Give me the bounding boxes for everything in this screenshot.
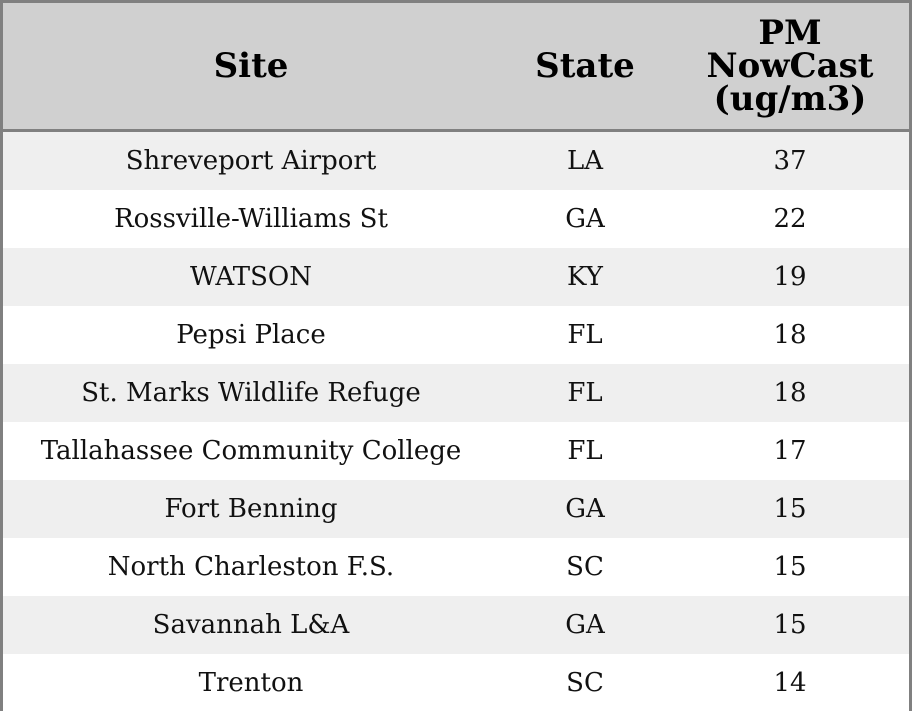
site-cell: Trenton [198, 668, 304, 698]
pm-nowcast-cell: 17 [773, 436, 807, 466]
table-row: Tallahassee Community College FL 17 [3, 422, 909, 480]
state-cell: KY [567, 262, 603, 292]
state-cell: SC [566, 552, 604, 582]
site-cell: Savannah L&A [152, 610, 350, 640]
table-row: St. Marks Wildlife Refuge FL 18 [3, 364, 909, 422]
pm-nowcast-cell: 18 [773, 378, 807, 408]
column-header-pm-nowcast: PM NowCast (ug/m3) [706, 12, 874, 119]
pm-nowcast-cell: 18 [773, 320, 807, 350]
column-header-site: Site [213, 45, 289, 86]
site-cell: WATSON [189, 262, 312, 292]
table-header: Site State PM NowCast (ug/m3) [3, 3, 909, 132]
table-body: Shreveport Airport LA 37 Rossville-Williams… [3, 132, 909, 712]
site-cell: Fort Benning [164, 494, 338, 524]
site-cell: Tallahassee Community College [40, 436, 462, 466]
table-row: Pepsi Place FL 18 [3, 306, 909, 364]
table-row: North Charleston F.S. SC 15 [3, 538, 909, 596]
site-cell: Rossville-Williams St [114, 204, 388, 234]
pm-nowcast-cell: 14 [773, 668, 807, 698]
pm-nowcast-cell: 19 [773, 262, 807, 292]
table-row: WATSON KY 19 [3, 248, 909, 306]
table-row: Fort Benning GA 15 [3, 480, 909, 538]
site-cell: North Charleston F.S. [107, 552, 395, 582]
column-header-state: State [535, 45, 635, 86]
pm-nowcast-cell: 15 [773, 494, 807, 524]
site-cell: Pepsi Place [176, 320, 326, 350]
site-cell: St. Marks Wildlife Refuge [81, 378, 421, 408]
site-cell: Shreveport Airport [125, 146, 377, 176]
state-cell: GA [565, 610, 605, 640]
pm-nowcast-cell: 15 [773, 610, 807, 640]
pm-nowcast-cell: 22 [773, 204, 807, 234]
table-row: Shreveport Airport LA 37 [3, 132, 909, 190]
state-cell: LA [566, 146, 604, 176]
state-cell: GA [565, 204, 605, 234]
table-row: Trenton SC 14 [3, 654, 909, 712]
table-row: Rossville-Williams St GA 22 [3, 190, 909, 248]
state-cell: GA [565, 494, 605, 524]
table-row: Savannah L&A GA 15 [3, 596, 909, 654]
state-cell: SC [566, 668, 604, 698]
state-cell: FL [567, 436, 603, 466]
state-cell: FL [567, 378, 603, 408]
state-cell: FL [567, 320, 603, 350]
pm-nowcast-cell: 15 [773, 552, 807, 582]
pm-nowcast-cell: 37 [773, 146, 807, 176]
